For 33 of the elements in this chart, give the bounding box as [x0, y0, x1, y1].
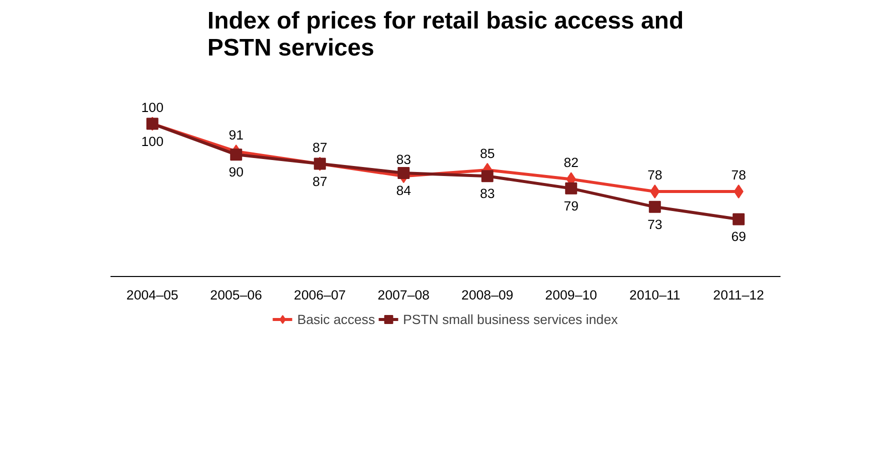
data-label: 100	[141, 100, 164, 115]
data-label: 78	[647, 168, 662, 183]
x-tick-label: 2004–05	[126, 288, 178, 302]
point	[732, 213, 745, 226]
point	[648, 200, 661, 213]
data-label: 73	[647, 216, 662, 232]
data-label: 84	[396, 183, 412, 198]
data-label: 100	[141, 134, 164, 149]
data-label: 87	[312, 140, 328, 155]
x-tick-label: 2011–12	[713, 288, 764, 302]
point	[398, 167, 410, 180]
data-label: 87	[312, 174, 328, 189]
data-label: 83	[396, 152, 412, 168]
legend-label: PSTN small business services index	[402, 312, 618, 326]
chart-title: Index of prices for retail basic access and PSTN services	[207, 8, 684, 62]
data-label: 69	[731, 229, 746, 244]
legend-label: Basic access	[297, 312, 375, 326]
data-label: 91	[228, 127, 244, 142]
x-tick-label: 2005–06	[210, 288, 262, 302]
x-tick-label: 2006–07	[294, 288, 346, 302]
point	[481, 170, 494, 182]
data-label: 79	[564, 198, 579, 214]
data-label: 85	[480, 146, 495, 161]
data-label: 78	[731, 168, 746, 183]
x-tick-label: 2007–08	[378, 288, 430, 302]
point	[230, 148, 242, 161]
data-label: 83	[480, 186, 495, 202]
x-tick-label: 2010–11	[629, 288, 680, 302]
data-label: 90	[228, 164, 244, 180]
x-tick-label: 2009–10	[545, 288, 598, 302]
data-label: 82	[564, 155, 579, 170]
x-tick-label: 2008–09	[461, 288, 514, 302]
point	[565, 182, 578, 194]
